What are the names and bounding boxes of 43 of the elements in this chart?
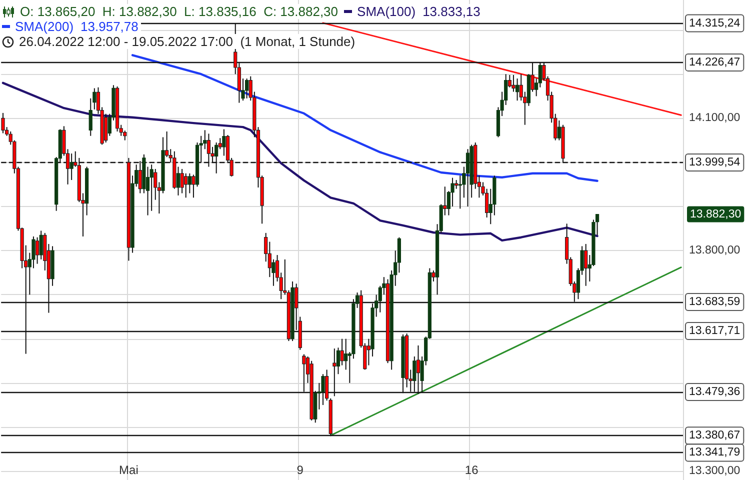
x-tick-label: Mai [119,463,138,477]
candlestick [70,153,74,180]
candlestick [245,78,249,99]
candlestick [432,270,436,282]
ref-line-label: 13.380,67 [689,430,740,442]
x-tick-label: 9 [296,463,304,477]
candlestick [512,74,516,92]
candlestick [340,338,344,366]
y-tick-label: 13.800,00 [689,244,740,257]
legend-label: SMA(200) [15,19,74,34]
ref-line-label: 14.315,24 [689,17,741,30]
candlestick [39,230,43,260]
y-tick-label: 14.100,00 [689,112,740,124]
candlestick [192,174,196,198]
candlestick [104,113,108,143]
ref-line-label: 13.617,71 [689,325,740,338]
candlestick [188,172,192,194]
candlestick [35,236,40,264]
legend-label: SMA(100) [357,4,416,19]
x-tick-label: 16 [464,463,479,477]
candlestick [1,112,5,134]
candlestick [557,120,561,141]
ref-line-label: 13.683,59 [689,296,740,308]
candlestick [176,166,180,196]
line-series [131,54,598,182]
ref-line-label: 13.341,79 [689,446,740,459]
annotation: 13.957,78 [80,19,138,34]
candlestick [222,128,226,156]
candlestick [584,243,588,286]
line-series [2,82,598,242]
candlestick [515,78,520,102]
y-tick-label: 13.300,00 [689,465,740,478]
text: 26.04.2022 12:00 - 19.05.2022 17:00 (1 Monat, 1 Stunde) [19,34,356,49]
candlestick [443,186,447,216]
candlestick [184,172,188,198]
text: 13.882,30 [690,208,742,220]
ref-line-label: 14.226,47 [689,56,740,68]
annotation: 13.833,13 [422,4,480,19]
candlestick [508,74,512,88]
chart-title: O: 13.865,20 H: 13.882,30 L: 13.835,16 C: 13.882,30 [20,4,338,19]
candlestick [180,168,184,194]
ref-line-label: 13.999,54 [689,156,741,169]
ref-line-label: 13.479,36 [689,386,740,398]
